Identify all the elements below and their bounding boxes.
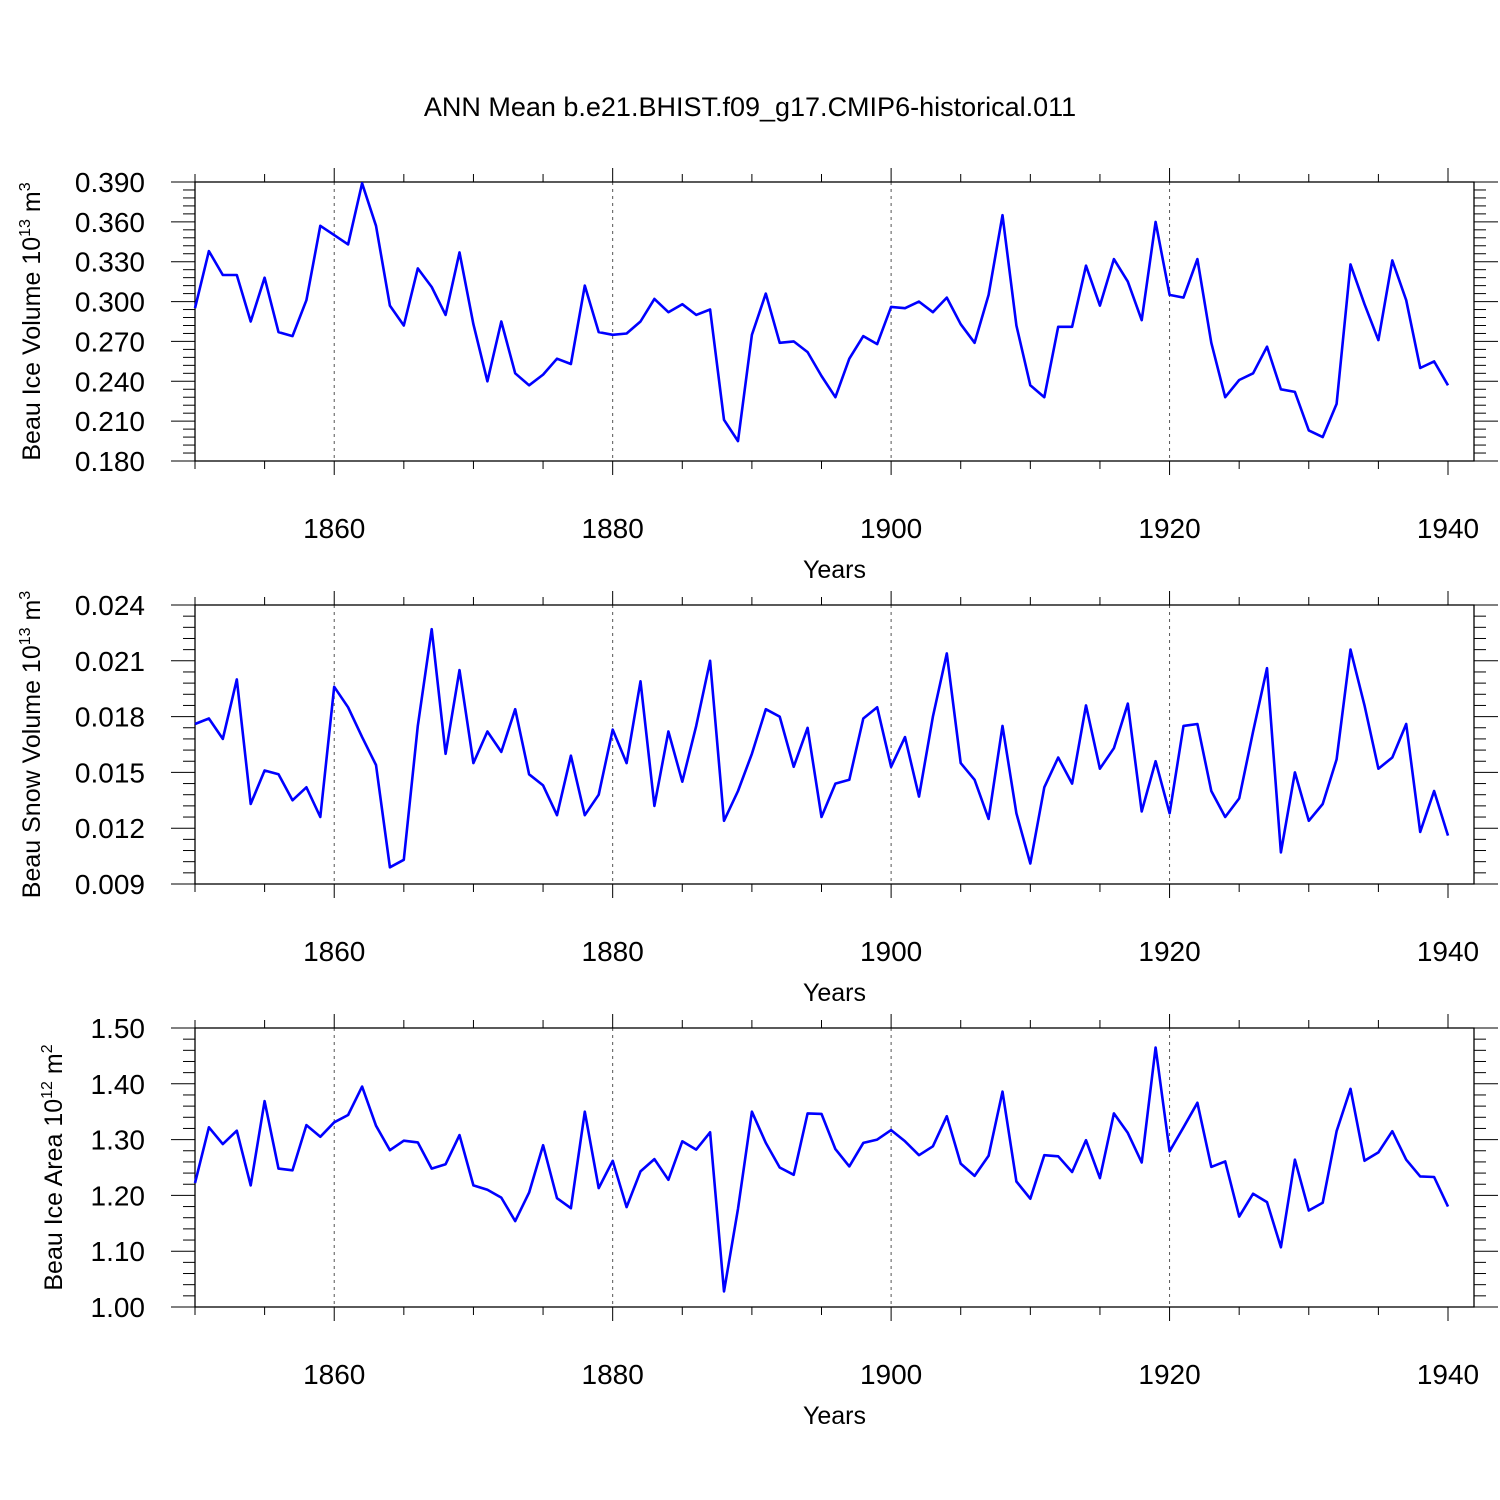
y-tick-label: 0.390 xyxy=(75,167,145,198)
y-tick-label: 0.360 xyxy=(75,207,145,238)
y-tick-label: 0.330 xyxy=(75,247,145,278)
series-line xyxy=(193,1046,1450,1293)
x-tick-label: 1900 xyxy=(860,936,922,967)
series-line xyxy=(194,627,1450,869)
y-tick-label: 0.018 xyxy=(75,702,145,733)
x-tick-label: 1940 xyxy=(1417,1359,1479,1390)
y-tick-label: 0.240 xyxy=(75,366,145,397)
y-axis-label: Beau Ice Volume 1013 m3 xyxy=(17,182,46,460)
x-tick-label: 1940 xyxy=(1417,936,1479,967)
y-tick-label: 0.270 xyxy=(75,326,145,357)
x-tick-label: 1940 xyxy=(1417,513,1479,544)
plot-frame xyxy=(194,1027,1475,1308)
y-tick-label: 1.50 xyxy=(91,1013,146,1044)
x-tick-label: 1880 xyxy=(582,513,644,544)
plot-frame xyxy=(194,181,1475,462)
y-tick-label: 0.012 xyxy=(75,813,145,844)
y-tick-label: 0.021 xyxy=(75,646,145,677)
x-tick-label: 1880 xyxy=(582,936,644,967)
x-axis-label: Years xyxy=(803,556,866,584)
x-axis-label: Years xyxy=(803,979,866,1007)
panel-2: 1860 1880 1900 1920 1940 Years 0.009 0.012 0.015… xyxy=(17,590,1498,1007)
y-tick-label: 0.210 xyxy=(75,406,145,437)
y-axis-label: Beau Snow Volume 1013 m3 xyxy=(17,591,46,899)
x-tick-label: 1860 xyxy=(303,936,365,967)
y-tick-label: 0.300 xyxy=(75,287,145,318)
y-tick-label: 0.009 xyxy=(75,869,145,900)
x-tick-label: 1860 xyxy=(303,513,365,544)
y-tick-label: 1.20 xyxy=(91,1180,146,1211)
y-tick-label: 0.180 xyxy=(75,446,145,477)
y-tick-label: 1.40 xyxy=(91,1069,146,1100)
y-axis-label: Beau Ice Area 1012 m2 xyxy=(39,1044,68,1290)
x-tick-label: 1880 xyxy=(582,1359,644,1390)
panel-3: 1860 1880 1900 1920 1940 Years 1.00 1.10 1.20 1.3… xyxy=(39,1013,1498,1430)
x-tick-label: 1900 xyxy=(860,513,922,544)
y-tick-label: 0.024 xyxy=(75,590,145,621)
plot-frame xyxy=(194,604,1475,885)
x-axis-label: Years xyxy=(803,1402,866,1430)
x-tick-label: 1920 xyxy=(1138,936,1200,967)
x-tick-label: 1920 xyxy=(1138,1359,1200,1390)
panel-1: 1860 1880 1900 1920 1940 Years 0.180 0.210 0.240… xyxy=(17,167,1498,584)
y-tick-label: 1.30 xyxy=(91,1125,146,1156)
x-tick-label: 1860 xyxy=(303,1359,365,1390)
y-tick-label: 0.015 xyxy=(75,757,145,788)
y-tick-label: 1.00 xyxy=(91,1292,146,1323)
series-line xyxy=(193,182,1450,443)
y-tick-label: 1.10 xyxy=(91,1236,146,1267)
x-tick-label: 1920 xyxy=(1138,513,1200,544)
x-tick-label: 1900 xyxy=(860,1359,922,1390)
chart-title: ANN Mean b.e21.BHIST.f09_g17.CMIP6-histo… xyxy=(423,92,1077,122)
